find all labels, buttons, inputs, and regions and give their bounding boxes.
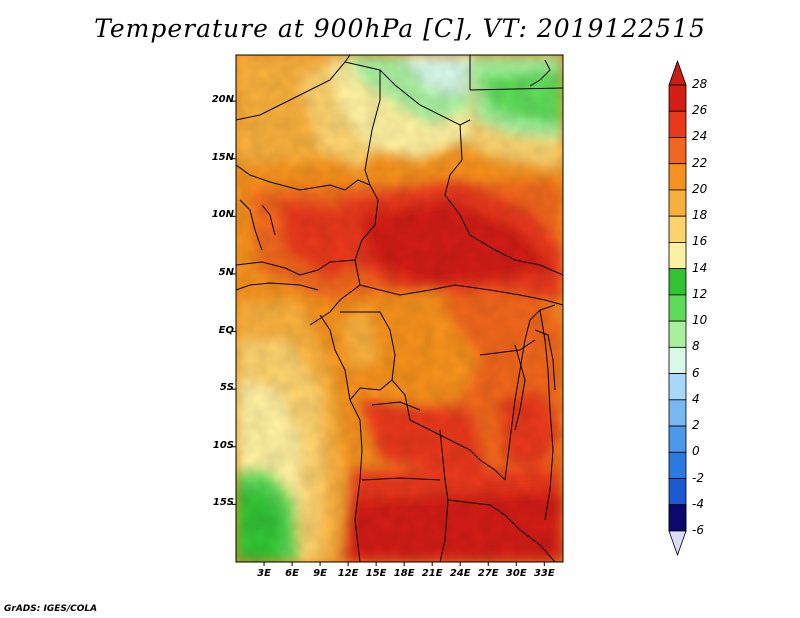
lon-tick-label: 27E xyxy=(477,568,499,579)
colorbar-segment xyxy=(668,320,687,348)
colorbar-segment xyxy=(668,399,687,427)
lat-tick-label: 5S xyxy=(219,382,234,394)
lon-tick-label: 24E xyxy=(449,568,471,579)
lon-tick-label: 33E xyxy=(533,568,555,579)
lon-tick-label: 30E xyxy=(505,568,527,579)
colorbar-level-label: 26 xyxy=(692,103,708,118)
colorbar-level-label: 10 xyxy=(692,313,708,328)
colorbar-level-label: 4 xyxy=(692,391,700,406)
lat-tick-label: EQ xyxy=(218,324,234,336)
colorbar-segment xyxy=(668,504,687,532)
lat-tick-label: 10N xyxy=(211,209,234,221)
colorbar-level-label: 16 xyxy=(692,234,708,249)
lon-tick-label: 21E xyxy=(421,568,443,579)
colorbar-segment xyxy=(668,84,687,112)
colorbar-bottom-arrow xyxy=(668,530,687,557)
country-borders xyxy=(235,54,564,563)
colorbar-segment xyxy=(668,373,687,401)
colorbar-segment xyxy=(668,451,687,479)
colorbar-segment xyxy=(668,478,687,506)
colorbar-level-label: 0 xyxy=(692,444,700,459)
chart-title: Temperature at 900hPa [C], VT: 201912251… xyxy=(94,14,706,43)
lat-tick-label: 5N xyxy=(218,266,234,278)
colorbar-level-label: -4 xyxy=(692,496,704,511)
lon-tick-label: 12E xyxy=(337,568,359,579)
lat-tick-label: 15S xyxy=(212,497,234,509)
colorbar-segment xyxy=(668,268,687,296)
colorbar-segment xyxy=(668,137,687,165)
colorbar-level-label: 20 xyxy=(692,181,708,196)
colorbar-segment xyxy=(668,215,687,243)
colorbar-level-label: 6 xyxy=(692,365,700,380)
colorbar-segment xyxy=(668,110,687,138)
colorbar-segment xyxy=(668,425,687,453)
axis-ticks xyxy=(232,100,545,566)
colorbar-level-label: 28 xyxy=(692,77,708,91)
colorbar-level-label: 12 xyxy=(692,286,708,301)
colorbar-segment xyxy=(668,163,687,191)
colorbar-top-arrow xyxy=(668,59,687,86)
lon-tick-label: 15E xyxy=(365,568,387,579)
colorbar-level-label: 22 xyxy=(692,155,708,170)
credit-text: GrADS: IGES/COLA xyxy=(4,604,98,614)
lon-tick-label: 6E xyxy=(285,568,299,579)
lon-tick-label: 3E xyxy=(257,568,271,579)
lat-tick-label: 15N xyxy=(211,151,234,163)
lat-tick-label: 20N xyxy=(211,94,234,106)
colorbar-segment xyxy=(668,294,687,322)
colorbar-segment xyxy=(668,242,687,270)
lon-tick-label: 9E xyxy=(313,568,327,579)
temperature-field xyxy=(236,55,563,562)
colorbar-segment xyxy=(668,189,687,217)
colorbar-level-label: -6 xyxy=(692,523,704,537)
colorbar-level-label: 18 xyxy=(692,208,708,223)
colorbar-segment xyxy=(668,346,687,374)
lon-tick-label: 18E xyxy=(393,568,415,579)
colorbar-level-label: 2 xyxy=(692,418,700,433)
colorbar-level-label: 8 xyxy=(692,339,700,354)
lat-tick-label: 10S xyxy=(212,439,234,451)
colorbar-level-label: 14 xyxy=(692,260,708,275)
colorbar-level-label: 24 xyxy=(692,129,708,144)
colorbar-level-label: -2 xyxy=(692,470,704,485)
